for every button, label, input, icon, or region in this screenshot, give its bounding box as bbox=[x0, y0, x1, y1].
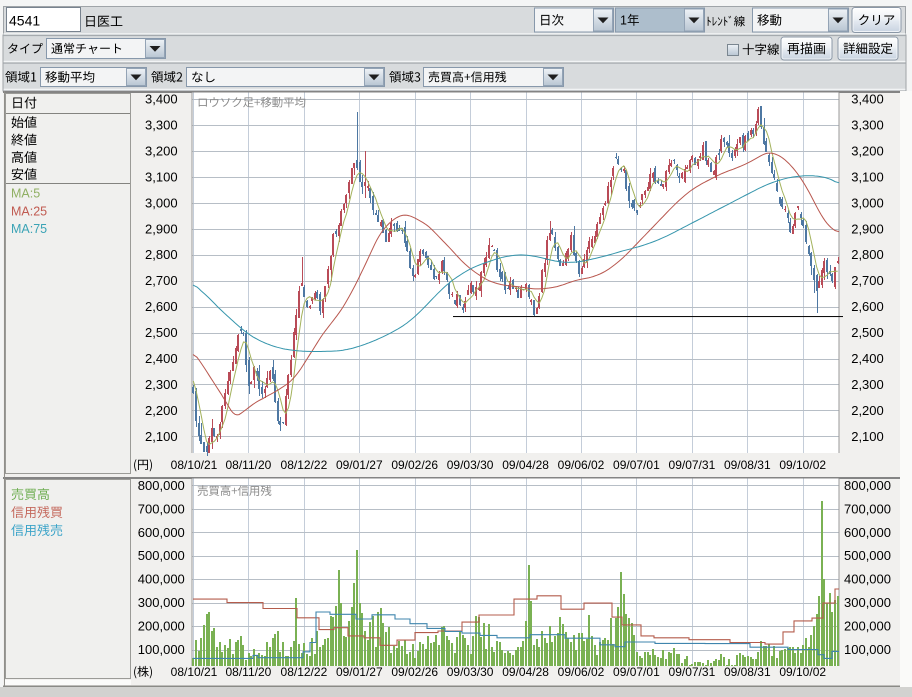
svg-text:200,000: 200,000 bbox=[138, 619, 185, 634]
svg-text:2,900: 2,900 bbox=[145, 221, 178, 236]
svg-text:800,000: 800,000 bbox=[138, 478, 185, 493]
svg-text:3,000: 3,000 bbox=[851, 195, 884, 210]
svg-text:MA:25: MA:25 bbox=[11, 205, 47, 219]
svg-text:400,000: 400,000 bbox=[844, 572, 891, 587]
svg-text:100,000: 100,000 bbox=[138, 642, 185, 657]
svg-text:2,300: 2,300 bbox=[851, 377, 884, 392]
svg-text:1年: 1年 bbox=[620, 14, 639, 28]
svg-text:09/07/31: 09/07/31 bbox=[669, 665, 716, 679]
svg-text:3,300: 3,300 bbox=[145, 118, 178, 133]
svg-text:09/06/02: 09/06/02 bbox=[558, 458, 605, 472]
svg-text:3,100: 3,100 bbox=[145, 169, 178, 184]
svg-text:2,800: 2,800 bbox=[145, 247, 178, 262]
svg-text:09/06/02: 09/06/02 bbox=[558, 665, 605, 679]
svg-text:2,200: 2,200 bbox=[145, 403, 178, 418]
svg-text:3,200: 3,200 bbox=[145, 143, 178, 158]
svg-text:300,000: 300,000 bbox=[138, 595, 185, 610]
svg-text:2,400: 2,400 bbox=[851, 351, 884, 366]
svg-text:09/07/01: 09/07/01 bbox=[613, 665, 660, 679]
svg-text:08/12/22: 08/12/22 bbox=[281, 458, 328, 472]
svg-text:300,000: 300,000 bbox=[844, 595, 891, 610]
svg-text:2,700: 2,700 bbox=[851, 273, 884, 288]
svg-text:3,400: 3,400 bbox=[145, 92, 178, 107]
svg-text:500,000: 500,000 bbox=[138, 548, 185, 563]
svg-text:2,400: 2,400 bbox=[145, 351, 178, 366]
svg-text:09/02/26: 09/02/26 bbox=[391, 458, 438, 472]
svg-text:08/11/20: 08/11/20 bbox=[225, 458, 271, 472]
svg-text:3,100: 3,100 bbox=[851, 169, 884, 184]
svg-text:600,000: 600,000 bbox=[844, 525, 891, 540]
svg-text:800,000: 800,000 bbox=[844, 478, 891, 493]
svg-text:09/01/27: 09/01/27 bbox=[336, 458, 383, 472]
svg-text:2,300: 2,300 bbox=[145, 377, 178, 392]
svg-text:4541: 4541 bbox=[9, 13, 40, 29]
svg-text:3,400: 3,400 bbox=[851, 92, 884, 107]
svg-text:3,300: 3,300 bbox=[851, 118, 884, 133]
svg-text:400,000: 400,000 bbox=[138, 572, 185, 587]
svg-text:600,000: 600,000 bbox=[138, 525, 185, 540]
svg-text:2,100: 2,100 bbox=[145, 429, 178, 444]
svg-text:09/03/30: 09/03/30 bbox=[447, 458, 494, 472]
svg-text:09/10/02: 09/10/02 bbox=[779, 458, 826, 472]
svg-text:100,000: 100,000 bbox=[844, 642, 891, 657]
svg-text:2,600: 2,600 bbox=[851, 299, 884, 314]
svg-text:3,200: 3,200 bbox=[851, 143, 884, 158]
svg-text:2,700: 2,700 bbox=[145, 273, 178, 288]
svg-text:09/04/28: 09/04/28 bbox=[502, 458, 549, 472]
svg-text:2,800: 2,800 bbox=[851, 247, 884, 262]
svg-text:700,000: 700,000 bbox=[844, 501, 891, 516]
svg-text:200,000: 200,000 bbox=[844, 619, 891, 634]
svg-text:09/07/31: 09/07/31 bbox=[669, 458, 716, 472]
svg-text:09/02/26: 09/02/26 bbox=[391, 665, 438, 679]
svg-text:09/08/31: 09/08/31 bbox=[724, 665, 771, 679]
svg-text:09/03/30: 09/03/30 bbox=[447, 665, 494, 679]
svg-text:08/12/22: 08/12/22 bbox=[281, 665, 328, 679]
svg-text:2,200: 2,200 bbox=[851, 403, 884, 418]
svg-text:700,000: 700,000 bbox=[138, 501, 185, 516]
svg-text:2,500: 2,500 bbox=[851, 325, 884, 340]
svg-text:09/10/02: 09/10/02 bbox=[779, 665, 826, 679]
svg-text:09/04/28: 09/04/28 bbox=[502, 665, 549, 679]
svg-text:08/10/21: 08/10/21 bbox=[171, 665, 218, 679]
svg-text:09/01/27: 09/01/27 bbox=[336, 665, 383, 679]
svg-text:MA:75: MA:75 bbox=[11, 222, 47, 236]
svg-text:2,600: 2,600 bbox=[145, 299, 178, 314]
svg-text:08/10/21: 08/10/21 bbox=[171, 458, 218, 472]
svg-text:09/08/31: 09/08/31 bbox=[724, 458, 771, 472]
svg-text:3,000: 3,000 bbox=[145, 195, 178, 210]
svg-text:MA:5: MA:5 bbox=[11, 187, 40, 201]
svg-text:500,000: 500,000 bbox=[844, 548, 891, 563]
svg-text:09/07/01: 09/07/01 bbox=[613, 458, 660, 472]
svg-text:2,900: 2,900 bbox=[851, 221, 884, 236]
svg-text:2,500: 2,500 bbox=[145, 325, 178, 340]
svg-text:2,100: 2,100 bbox=[851, 429, 884, 444]
svg-text:08/11/20: 08/11/20 bbox=[225, 665, 271, 679]
